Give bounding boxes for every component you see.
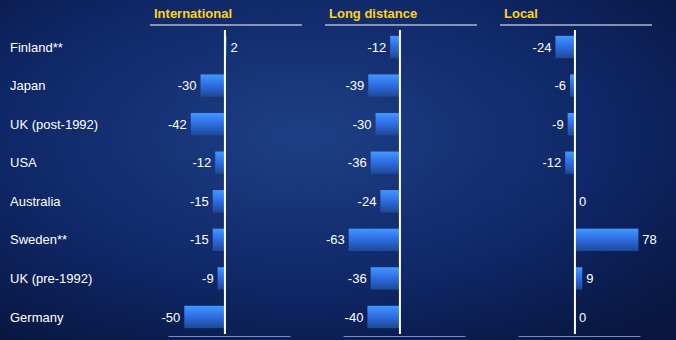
bar	[575, 267, 582, 289]
panel: International 2 -30 -42 -12 -15 -15 -9 -50	[150, 6, 302, 337]
data-label: -50	[161, 310, 180, 325]
bar	[201, 74, 225, 96]
x-axis	[169, 336, 291, 337]
background	[0, 0, 676, 340]
bar	[565, 152, 575, 174]
bar	[376, 113, 400, 135]
category-labels: Finland** Japan UK (post-1992) USA Australia…	[10, 40, 98, 325]
data-label: 0	[579, 194, 586, 209]
zero-line	[399, 30, 401, 334]
axis-line	[169, 336, 291, 337]
axis-line	[344, 336, 466, 337]
category-label: Australia	[10, 194, 61, 209]
title-underline	[325, 25, 477, 26]
bar	[215, 152, 225, 174]
data-label: -63	[326, 232, 345, 247]
bar	[213, 190, 225, 212]
bar	[184, 306, 225, 328]
panel: Long distance -12 -39 -30 -36 -24 -63 -36 -40	[325, 6, 477, 337]
data-label: -39	[345, 78, 364, 93]
category-label: USA	[10, 155, 37, 170]
category-label: Finland**	[10, 40, 63, 55]
bar	[191, 113, 225, 135]
bar	[367, 306, 400, 328]
x-axis	[519, 336, 641, 337]
data-label: -36	[348, 271, 367, 286]
bar	[390, 36, 400, 58]
data-label: -12	[192, 155, 211, 170]
category-label: Germany	[10, 310, 64, 325]
data-label: -24	[533, 40, 552, 55]
data-label: -24	[358, 194, 377, 209]
data-label: 9	[586, 271, 593, 286]
data-label: 78	[642, 232, 656, 247]
category-label: Japan	[10, 78, 45, 93]
category-label: UK (pre-1992)	[10, 271, 92, 286]
title-underline	[500, 25, 652, 26]
data-label: -36	[348, 155, 367, 170]
bar	[555, 36, 575, 58]
zero-line	[574, 30, 576, 334]
bar	[213, 229, 225, 251]
bar	[371, 152, 400, 174]
axis-line	[519, 336, 641, 337]
category-label: Sweden**	[10, 232, 67, 247]
bar	[218, 267, 225, 289]
bar	[575, 229, 638, 251]
title-underline	[150, 25, 302, 26]
data-label: 0	[579, 310, 586, 325]
data-label: -30	[178, 78, 197, 93]
data-label: -6	[554, 78, 566, 93]
data-label: -9	[202, 271, 214, 286]
bar	[380, 190, 400, 212]
panel-title: Long distance	[329, 6, 417, 21]
data-label: -12	[367, 40, 386, 55]
panel-title: International	[154, 6, 232, 21]
x-axis	[344, 336, 466, 337]
data-label: 2	[231, 40, 238, 55]
panel-title: Local	[504, 6, 538, 21]
bar	[368, 74, 400, 96]
bar	[568, 113, 575, 135]
data-label: -15	[190, 232, 209, 247]
zero-line	[224, 30, 226, 334]
category-label: UK (post-1992)	[10, 117, 98, 132]
data-label: -40	[345, 310, 364, 325]
data-label: -42	[168, 117, 187, 132]
panel: Local -24 -6 -9 -12 0 78 9 0	[500, 6, 657, 337]
plot-area	[555, 36, 638, 290]
data-label: -9	[552, 117, 564, 132]
bar	[371, 267, 400, 289]
data-label: -12	[542, 155, 561, 170]
data-label: -15	[190, 194, 209, 209]
chart: Finland** Japan UK (post-1992) USA Australia…	[0, 0, 676, 340]
bar	[349, 229, 400, 251]
data-label: -30	[353, 117, 372, 132]
